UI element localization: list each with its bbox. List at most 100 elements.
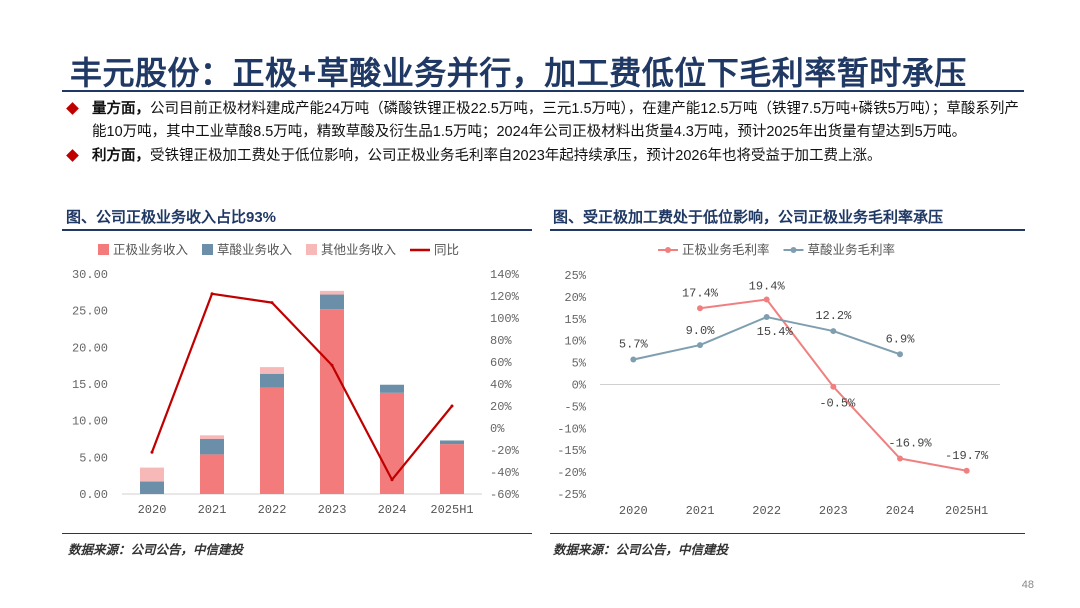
series-point: [697, 305, 703, 312]
right-y-tick-label: 80%: [490, 334, 512, 348]
right-y-tick-label: 140%: [490, 268, 520, 282]
series-point: [897, 351, 903, 358]
y-tick-label: -25%: [557, 488, 587, 502]
y-tick-label: -20%: [557, 466, 587, 480]
yoy-point: [390, 478, 394, 482]
y-tick-label: 15%: [564, 313, 586, 327]
bar-segment: [320, 309, 344, 494]
x-tick-label: 2023: [819, 504, 848, 518]
x-tick-label: 2023: [318, 503, 347, 517]
right-y-tick-label: 120%: [490, 290, 520, 304]
left-figure-title: 图、公司正极业务收入占比93%: [66, 209, 277, 226]
yoy-point: [210, 292, 214, 296]
x-tick-label: 2024: [378, 503, 407, 517]
right-y-tick-label: 60%: [490, 356, 512, 370]
legend-swatch: [202, 244, 213, 255]
series-point: [897, 455, 903, 462]
x-tick-label: 2021: [198, 503, 227, 517]
y-tick-label: 5%: [572, 357, 587, 371]
data-label: 17.4%: [682, 286, 719, 300]
data-label: -16.9%: [888, 437, 932, 451]
y-tick-label: -5%: [564, 400, 586, 414]
bar-segment: [380, 392, 404, 494]
yoy-point: [270, 301, 274, 305]
legend-swatch: [98, 244, 109, 255]
right-y-tick-label: -40%: [490, 466, 520, 480]
bar-segment: [380, 384, 404, 393]
legend-marker: [665, 247, 671, 253]
data-label: -19.7%: [945, 449, 989, 463]
yoy-line: [150, 292, 453, 481]
x-tick-label: 2025H1: [430, 503, 473, 517]
bar-segment: [140, 481, 164, 494]
right-source-note: 数据来源：公司公告，中信建投: [553, 543, 729, 557]
bullet-label: 量方面，: [92, 101, 150, 117]
right-figure-divider: [550, 229, 1025, 231]
data-label: 9.0%: [686, 324, 716, 338]
x-tick-label: 2022: [258, 503, 287, 517]
data-label: 15.4%: [757, 325, 794, 339]
bar-segment: [260, 387, 284, 494]
series-point: [697, 342, 703, 349]
x-tick-label: 2021: [686, 504, 715, 518]
data-label: -0.5%: [819, 397, 856, 411]
right-y-tick-label: 20%: [490, 400, 512, 414]
page-title: 丰元股份：正极+草酸业务并行，加工费低位下毛利率暂时承压: [70, 55, 967, 91]
yoy-point: [150, 450, 154, 454]
y-tick-label: 20%: [564, 291, 586, 305]
yoy-point: [450, 404, 454, 408]
y-tick-label: 10%: [564, 335, 586, 349]
bar-segment: [200, 439, 224, 455]
series-point: [963, 467, 970, 474]
series-point: [763, 314, 770, 321]
diamond-bullet-icon: [66, 102, 79, 115]
legend-swatch: [306, 244, 317, 255]
legend-label: 正极业务毛利率: [682, 242, 770, 257]
legend-label: 同比: [434, 243, 459, 257]
bar-segment: [200, 435, 224, 439]
bullet-volume: 量方面，公司目前正极材料建成产能24万吨（磷酸铁锂正极22.5万吨，三元1.5万…: [66, 98, 1028, 144]
left-figure-divider: [62, 229, 532, 231]
left-y-tick-label: 30.00: [72, 268, 108, 282]
x-tick-label: 2020: [619, 504, 648, 518]
left-y-tick-label: 15.00: [72, 378, 108, 392]
legend-label: 草酸业务收入: [217, 242, 293, 257]
bullet-text: 受铁锂正极加工费处于低位影响，公司正极业务毛利率自2023年起持续承压，预计20…: [150, 148, 882, 164]
bar-segment: [200, 454, 224, 494]
series-point: [830, 328, 837, 335]
bar-segment: [260, 373, 284, 388]
data-label: 12.2%: [815, 309, 852, 323]
bullet-label: 利方面，: [92, 148, 150, 164]
legend-marker: [790, 247, 797, 253]
left-y-tick-label: 0.00: [79, 488, 108, 502]
bar-segment: [440, 444, 464, 494]
right-y-tick-label: 0%: [490, 422, 505, 436]
left-y-tick-label: 5.00: [79, 451, 108, 465]
bar-segment: [440, 440, 464, 445]
x-tick-label: 2020: [138, 503, 167, 517]
y-tick-label: -10%: [557, 422, 587, 436]
title-divider: [62, 90, 1024, 92]
bar-segment: [320, 294, 344, 310]
x-tick-label: 2024: [886, 504, 915, 518]
right-y-tick-label: -20%: [490, 444, 520, 458]
bar-segment: [140, 467, 164, 482]
data-label: 5.7%: [619, 338, 649, 352]
page-number: 48: [1021, 579, 1034, 591]
revenue-chart: 0.00 5.00 10.00 15.00 20.00 25.00 30.00 -60% -40…: [72, 242, 520, 517]
left-y-tick-label: 20.00: [72, 341, 108, 355]
series-point: [830, 383, 837, 390]
left-source-note: 数据来源：公司公告，中信建投: [68, 543, 244, 557]
legend-label: 草酸业务毛利率: [808, 242, 896, 257]
x-tick-label: 2022: [752, 504, 781, 518]
y-tick-label: 0%: [572, 379, 587, 393]
right-y-tick-label: -60%: [490, 488, 520, 502]
left-y-tick-label: 10.00: [72, 415, 108, 429]
bar-segment: [260, 367, 284, 374]
series-point: [763, 296, 770, 303]
series-point: [630, 356, 637, 363]
right-y-tick-label: 40%: [490, 378, 512, 392]
right-figure-title: 图、受正极加工费处于低位影响，公司正极业务毛利率承压: [553, 209, 944, 226]
legend-label: 正极业务收入: [113, 242, 189, 257]
data-label: 19.4%: [749, 280, 786, 294]
